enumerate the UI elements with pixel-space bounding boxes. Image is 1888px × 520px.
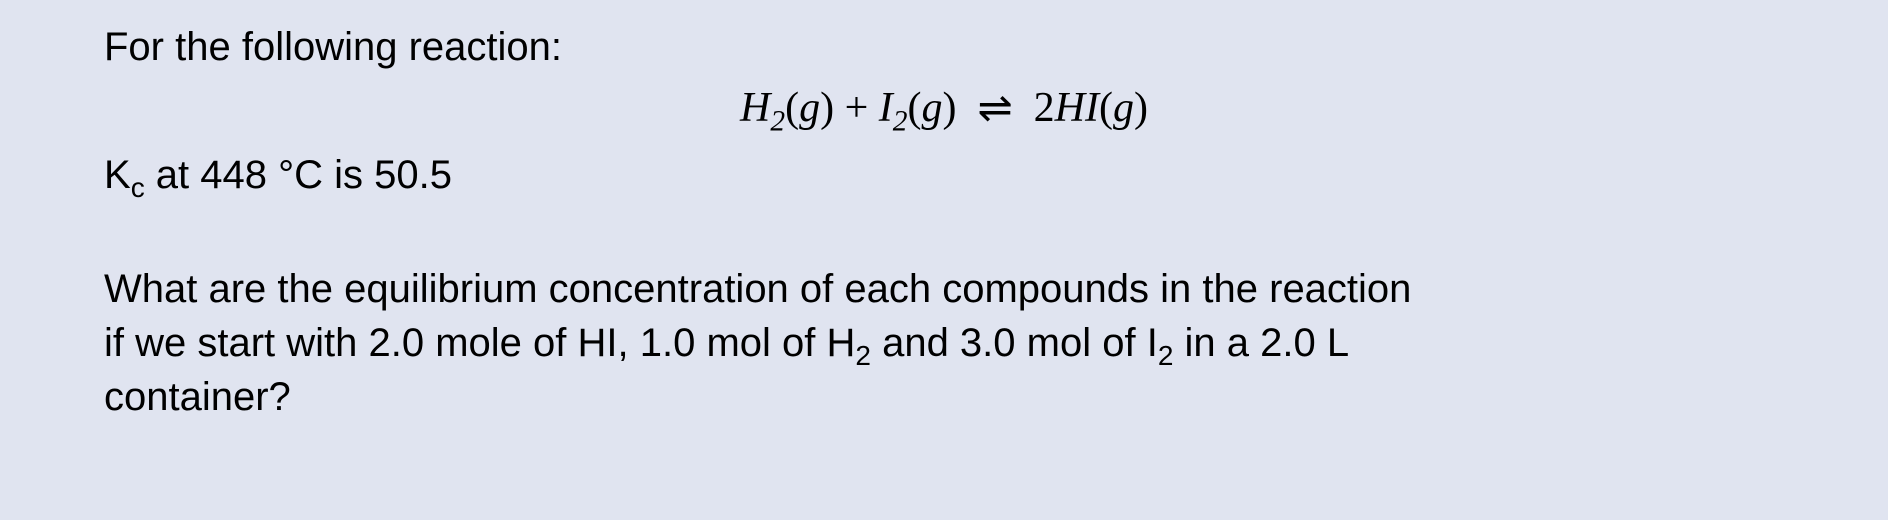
product: 2HI(g) <box>1034 85 1148 131</box>
intro-line: For the following reaction: <box>104 20 1784 74</box>
q2-sub-2: 2 <box>1158 340 1174 371</box>
reactant-2-phase: g <box>921 85 942 131</box>
q2-part-b: and 3.0 mol of I <box>871 321 1158 365</box>
kc-sub: c <box>131 172 145 203</box>
q2-sub-1: 2 <box>855 340 871 371</box>
plus-sign: + <box>845 85 879 131</box>
reactant-1: H2(g) <box>740 85 834 131</box>
question-text: What are the equilibrium concentration o… <box>104 262 1784 424</box>
reactant-1-sub: 2 <box>770 105 785 137</box>
product-base: HI <box>1055 85 1099 131</box>
reactant-2: I2(g) <box>879 85 957 131</box>
product-coef: 2 <box>1034 85 1055 131</box>
equilibrium-arrow-icon: ⇌ <box>977 81 1012 138</box>
kc-line: Kc at 448 °C is 50.5 <box>104 148 1784 202</box>
reaction-equation: H2(g) + I2(g) ⇌ 2HI(g) <box>104 80 1784 140</box>
product-phase: g <box>1113 85 1134 131</box>
question-line-3: container? <box>104 370 1784 424</box>
question-line-2: if we start with 2.0 mole of HI, 1.0 mol… <box>104 316 1784 370</box>
kc-value-text: at 448 °C is 50.5 <box>145 153 452 197</box>
problem-statement: For the following reaction: H2(g) + I2(g… <box>0 0 1888 444</box>
reactant-1-phase: g <box>799 85 820 131</box>
reactant-1-base: H <box>740 85 770 131</box>
reactant-2-sub: 2 <box>893 105 908 137</box>
kc-symbol: K <box>104 153 131 197</box>
q2-part-c: in a 2.0 L <box>1173 321 1349 365</box>
q2-part-a: if we start with 2.0 mole of HI, 1.0 mol… <box>104 321 855 365</box>
question-line-1: What are the equilibrium concentration o… <box>104 262 1784 316</box>
reactant-2-base: I <box>879 85 893 131</box>
